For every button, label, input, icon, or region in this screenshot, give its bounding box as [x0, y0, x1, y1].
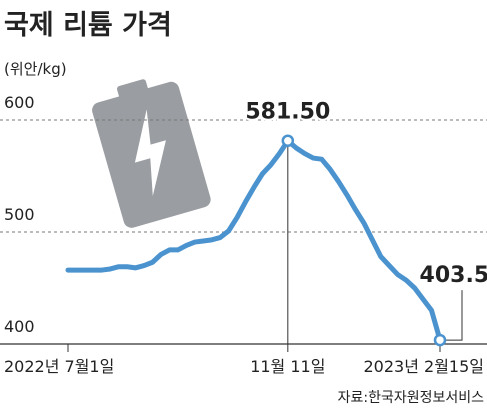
x-tick-label: 2023년 2월15일 [363, 357, 484, 376]
leader-line [444, 290, 463, 341]
battery-icon [92, 79, 211, 228]
point-marker [433, 333, 447, 347]
value-label: 581.50 [245, 100, 330, 125]
source: 자료:한국자원정보서비스 [338, 390, 485, 406]
x-tick-label: 11월 11일 [250, 357, 325, 376]
y-tick-label: 400 [4, 317, 35, 336]
y-tick-label: 500 [4, 205, 35, 224]
line [65, 138, 443, 343]
y-tick-label: 600 [4, 93, 35, 112]
y-axis-label: (위안/kg) [4, 60, 67, 78]
point-marker [281, 134, 295, 147]
value-label: 403.50 [420, 263, 487, 288]
x-tick-label: 2022년 7월1일 [4, 357, 114, 376]
chart-title: 국제 리튬 가격 [4, 10, 172, 41]
